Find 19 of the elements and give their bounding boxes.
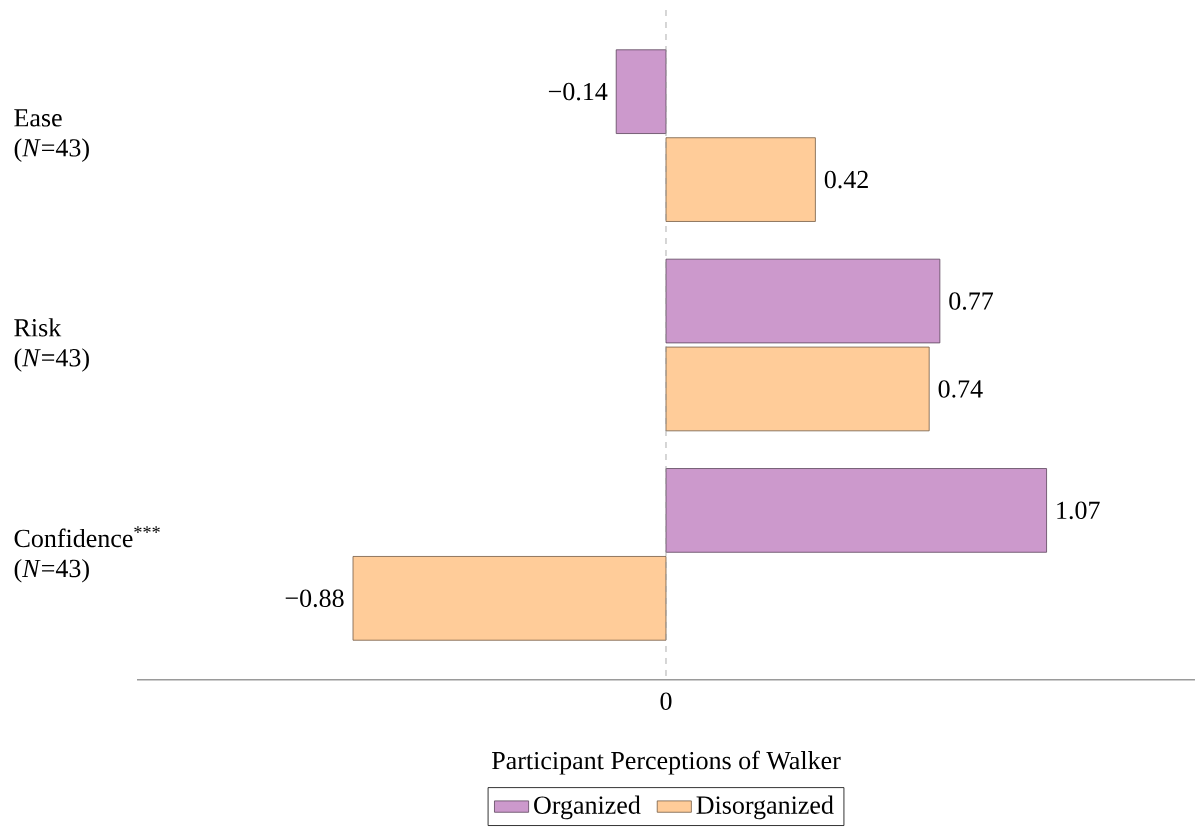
y-tick-label: Ease (N=43)	[14, 109, 89, 162]
bar	[665, 468, 1047, 553]
data-label: 0.42	[824, 170, 868, 189]
x-axis-title: Participant Perceptions of Walker	[492, 750, 841, 775]
data-label: 0.74	[938, 380, 983, 398]
bar	[665, 137, 816, 222]
bar	[665, 258, 941, 344]
y-tick-label: Risk (N=43)	[14, 318, 89, 372]
data-label: 1.07	[1057, 501, 1100, 520]
data-label: −0.88	[285, 589, 344, 608]
bar	[615, 49, 667, 134]
legend-label: Organized	[534, 795, 641, 820]
bar	[352, 556, 667, 641]
text: 0	[660, 692, 672, 710]
legend-label: Disorganized	[696, 795, 834, 820]
data-label: 0.77	[949, 292, 994, 310]
bar	[665, 346, 930, 432]
category-label: Confidence$^{***}$ (N=43)	[14, 526, 160, 583]
data-label: −0.14	[548, 82, 608, 101]
